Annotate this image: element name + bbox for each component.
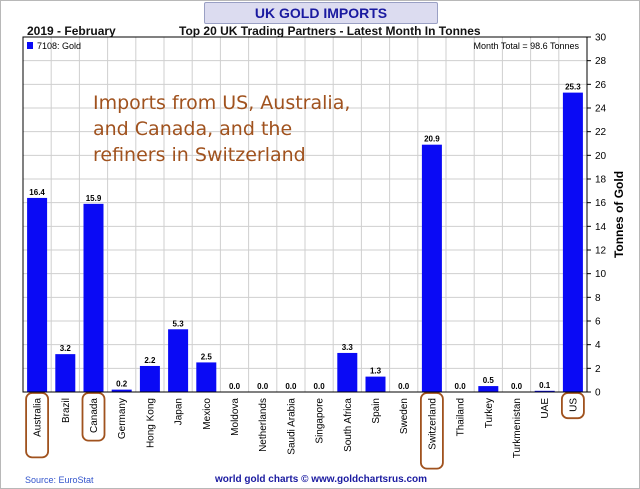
y-tick-label: 22 bbox=[595, 127, 607, 138]
gridlines bbox=[22, 36, 588, 393]
y-tick-label: 10 bbox=[595, 269, 607, 280]
highlight-box bbox=[81, 392, 106, 442]
legend-label: 7108: Gold bbox=[37, 41, 81, 51]
x-tick-label: Thailand bbox=[456, 398, 467, 436]
annotation-line: refiners in Switzerland bbox=[93, 144, 306, 166]
x-tick-label: Netherlands bbox=[258, 398, 269, 452]
y-tick-label: 0 bbox=[595, 388, 601, 399]
x-tick-label: Mexico bbox=[202, 398, 213, 430]
data-label: 3.2 bbox=[60, 344, 72, 353]
data-label: 0.0 bbox=[229, 382, 241, 391]
credit-note: world gold charts © www.goldchartsrus.co… bbox=[214, 474, 428, 485]
y-tick-label: 6 bbox=[595, 317, 601, 328]
bar bbox=[139, 365, 160, 392]
bar-chart: 16.4 3.2 15.9 0.2 2.2 5.3 2.5 0.0 0.0 0.0 0.0 3.3 1.… bbox=[22, 33, 626, 470]
x-tick-label: Japan bbox=[174, 398, 185, 425]
y-tick-label: 12 bbox=[595, 246, 607, 257]
y-tick-label: 26 bbox=[595, 80, 607, 91]
x-tick-label: Spain bbox=[371, 398, 382, 424]
data-label: 16.4 bbox=[29, 188, 45, 197]
y-tick-label: 8 bbox=[595, 293, 601, 304]
x-tick-label: Australia bbox=[33, 398, 44, 437]
data-label: 0.0 bbox=[455, 382, 467, 391]
bar bbox=[83, 203, 104, 392]
annotation-text: Imports from US, Australia, and Canada, a… bbox=[93, 92, 350, 166]
x-tick-label: Switzerland bbox=[427, 398, 438, 450]
chart-subtitle: Top 20 UK Trading Partners - Latest Mont… bbox=[179, 24, 481, 38]
date-label: 2019 - February bbox=[27, 24, 116, 38]
y-tick-label: 4 bbox=[595, 340, 601, 351]
y-tick-label: 16 bbox=[595, 198, 607, 209]
highlight-box bbox=[419, 392, 444, 470]
data-label: 15.9 bbox=[86, 194, 102, 203]
x-tick-label: Brazil bbox=[61, 398, 72, 423]
data-label: 0.5 bbox=[483, 376, 495, 385]
highlight-box bbox=[25, 392, 50, 459]
y-tick-label: 20 bbox=[595, 151, 607, 162]
data-label: 0.0 bbox=[285, 382, 297, 391]
x-tick-label: Turkmenistan bbox=[512, 398, 523, 458]
y-tick-label: 14 bbox=[595, 222, 607, 233]
month-total-note: Month Total = 98.6 Tonnes bbox=[474, 41, 580, 51]
y-axis-label: Tonnes of Gold bbox=[612, 171, 626, 258]
data-label: 2.2 bbox=[144, 356, 156, 365]
y-tick-label: 30 bbox=[595, 33, 607, 44]
data-label: 5.3 bbox=[173, 319, 185, 328]
data-label: 3.3 bbox=[342, 343, 354, 352]
x-tick-label: Turkey bbox=[484, 398, 495, 428]
x-tick-label: Canada bbox=[89, 398, 100, 433]
legend-swatch bbox=[27, 42, 33, 49]
data-label: 0.0 bbox=[314, 382, 326, 391]
y-tick-label: 28 bbox=[595, 56, 607, 67]
data-label: 20.9 bbox=[424, 135, 440, 144]
y-tick-label: 2 bbox=[595, 364, 601, 375]
x-tick-label: US bbox=[568, 398, 579, 412]
bars bbox=[27, 92, 583, 392]
x-tick-label: South Africa bbox=[343, 398, 354, 452]
data-label: 0.0 bbox=[257, 382, 269, 391]
x-tick-label: Moldova bbox=[230, 398, 241, 436]
bar bbox=[337, 352, 358, 392]
source-note: Source: EuroStat bbox=[25, 475, 94, 485]
x-axis-categories: Australia Brazil Canada Germany Hong Kong Jap… bbox=[33, 398, 580, 459]
bar bbox=[478, 386, 499, 392]
bar bbox=[55, 354, 76, 392]
data-label: 0.0 bbox=[511, 382, 523, 391]
data-label: 0.0 bbox=[398, 382, 410, 391]
x-tick-label: Sweden bbox=[399, 398, 410, 434]
x-tick-label: Hong Kong bbox=[145, 398, 156, 448]
data-label: 0.2 bbox=[116, 380, 128, 389]
legend: 7108: Gold bbox=[27, 41, 81, 51]
x-tick-label: Germany bbox=[117, 398, 128, 439]
bar bbox=[365, 376, 386, 392]
data-label: 25.3 bbox=[565, 83, 581, 92]
data-label: 2.5 bbox=[201, 352, 213, 361]
bar bbox=[562, 92, 583, 392]
x-tick-label: Singapore bbox=[315, 398, 326, 444]
annotation-line: and Canada, and the bbox=[93, 118, 292, 140]
bar bbox=[534, 390, 555, 392]
plot-area bbox=[22, 36, 588, 393]
chart-title: UK GOLD IMPORTS bbox=[204, 2, 438, 24]
highlight-box bbox=[561, 392, 585, 420]
y-tick-label: 24 bbox=[595, 104, 607, 115]
data-labels: 16.4 3.2 15.9 0.2 2.2 5.3 2.5 0.0 0.0 0.0 0.0 3.3 1.… bbox=[29, 83, 581, 391]
x-tick-label: UAE bbox=[540, 398, 551, 419]
category-highlights bbox=[25, 392, 585, 470]
y-tick-label: 18 bbox=[595, 175, 607, 186]
bar bbox=[196, 362, 217, 392]
x-tick-label: Saudi Arabia bbox=[286, 398, 297, 455]
data-label: 1.3 bbox=[370, 367, 382, 376]
bar bbox=[421, 144, 442, 392]
annotation-line: Imports from US, Australia, bbox=[93, 92, 350, 114]
bar bbox=[27, 197, 48, 392]
bar bbox=[168, 329, 189, 392]
data-label: 0.1 bbox=[539, 381, 551, 390]
bar bbox=[111, 389, 132, 392]
